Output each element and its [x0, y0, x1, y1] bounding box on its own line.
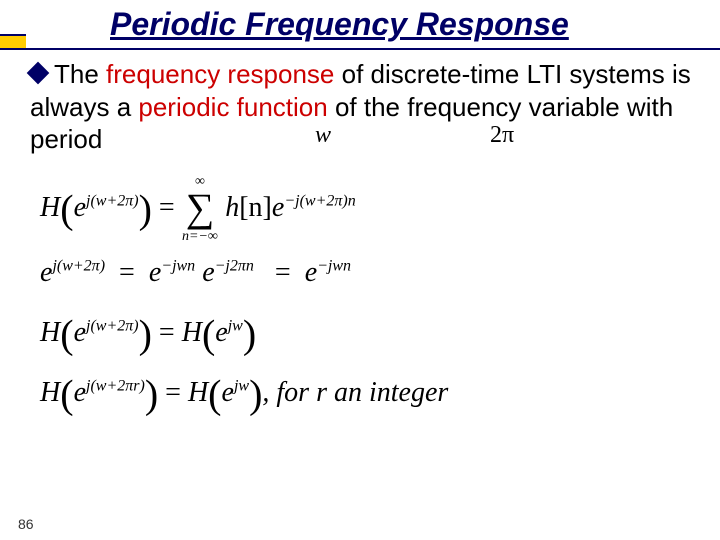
eq3-rhs-exp: jw — [228, 318, 243, 335]
eq3-H1: H — [40, 317, 60, 348]
period-2pi: 2π — [490, 122, 514, 149]
equation-2: ej(w+2π) = e−jwn e−j2πn = e−jwn — [40, 257, 700, 289]
freq-variable-w: w — [315, 122, 331, 149]
eq3-H2: H — [182, 317, 202, 348]
eq1-h: h — [225, 192, 239, 223]
eq4-H2: H — [188, 377, 208, 408]
equation-3: H(ej(w+2π)) = H(ejw) — [40, 317, 700, 349]
eq1-lhs-exp: j(w+2π) — [86, 193, 139, 210]
eq2-a: e — [40, 257, 52, 288]
eq4-e1: e — [74, 377, 86, 408]
eq4-e2: e — [222, 377, 234, 408]
eq1-e: e — [74, 192, 86, 223]
accent-bar — [0, 34, 26, 48]
eq4-H1: H — [40, 377, 60, 408]
equation-4: H(ej(w+2πr)) = H(ejw), for r an integer — [40, 377, 700, 409]
eq3-lhs-exp: j(w+2π) — [86, 318, 139, 335]
eq1-e2: e — [272, 192, 284, 223]
equations-region: H(ej(w+2π)) = ∞ ∑ n=−∞ h[n]e−j(w+2π)n ej… — [40, 170, 700, 437]
eq1-idx: [n] — [239, 192, 272, 223]
eq2-c: e — [202, 257, 214, 288]
sum-upper: ∞ — [195, 174, 205, 190]
eq4-tail: , for r an integer — [262, 377, 448, 408]
eq3-e2: e — [215, 317, 227, 348]
slide-title: Periodic Frequency Response — [110, 6, 569, 43]
bullet-text: The frequency response of discrete-time … — [30, 58, 700, 156]
bullet-highlight-2: periodic function — [138, 92, 327, 122]
eq2-c-exp: −j2πn — [215, 258, 254, 275]
bullet-highlight-1: frequency response — [106, 59, 334, 89]
eq1-H: H — [40, 192, 60, 223]
eq3-e1: e — [74, 317, 86, 348]
eq4-rhs-exp: jw — [234, 378, 249, 395]
diamond-bullet-icon — [27, 62, 50, 85]
equation-1: H(ej(w+2π)) = ∞ ∑ n=−∞ h[n]e−j(w+2π)n — [40, 190, 700, 229]
bullet-pre: The — [54, 59, 106, 89]
summation-icon: ∞ ∑ n=−∞ — [186, 190, 215, 229]
page-number: 86 — [18, 516, 34, 532]
eq4-lhs-exp: j(w+2πr) — [86, 378, 145, 395]
eq1-rhs-exp: −j(w+2π)n — [284, 193, 355, 210]
eq2-d-exp: −jwn — [317, 258, 351, 275]
eq2-b-exp: −jwn — [161, 258, 195, 275]
title-underline — [0, 48, 720, 50]
eq2-a-exp: j(w+2π) — [52, 258, 105, 275]
sum-lower: n=−∞ — [182, 229, 218, 245]
eq2-d: e — [305, 257, 317, 288]
eq2-b: e — [149, 257, 161, 288]
